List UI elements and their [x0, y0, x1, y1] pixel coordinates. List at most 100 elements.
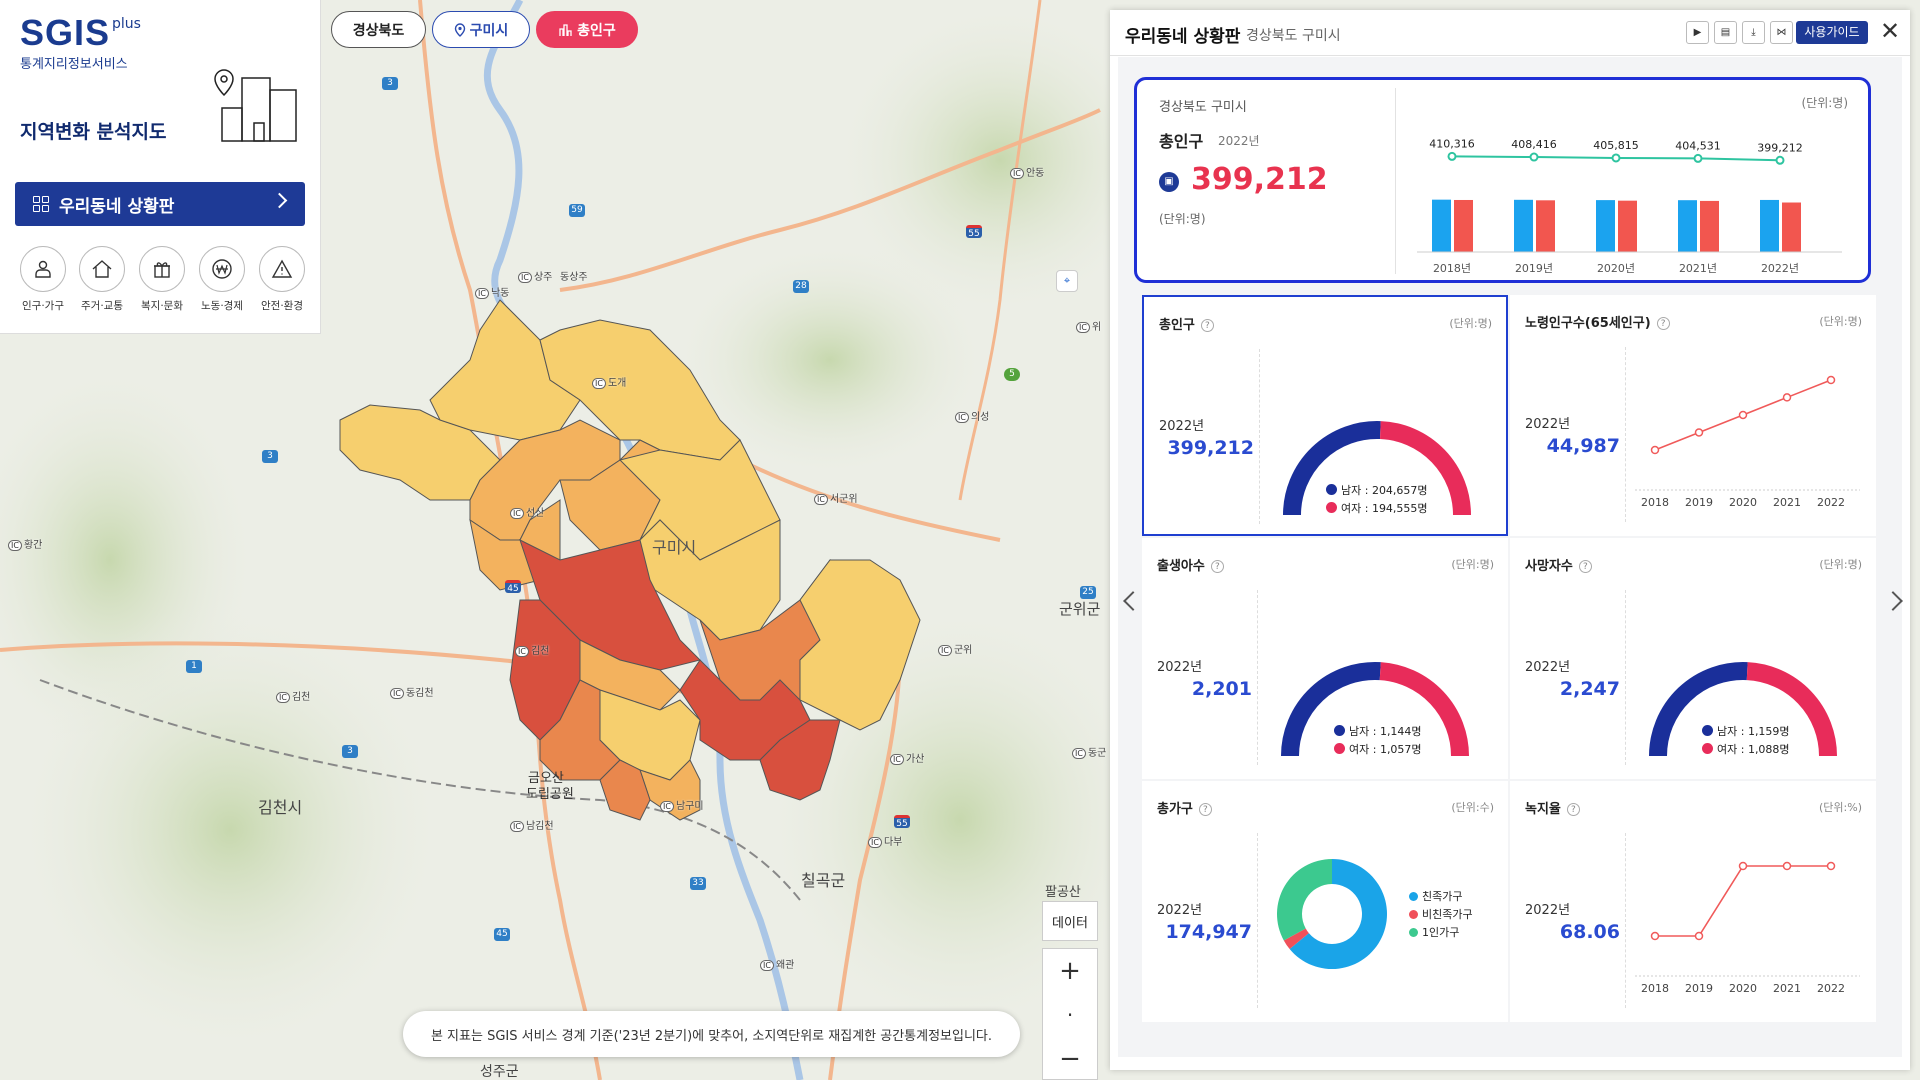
indicator-pill-label: 총인구: [577, 22, 616, 39]
card-deaths[interactable]: 사망자수? (단위:명) 2022년 2,247 남자 : 1,159명 여자 …: [1510, 538, 1876, 779]
indicator-pill[interactable]: 총인구: [536, 11, 638, 48]
population-icon: ▣: [1159, 172, 1179, 192]
logo-subtitle: 통계지리정보서비스: [20, 57, 128, 72]
ic-label: IC 가산: [890, 750, 924, 765]
map-label-geumo: 금오산: [528, 771, 564, 786]
card-value: 2,201: [1191, 678, 1252, 700]
sgis-logo[interactable]: SGIS: [20, 12, 111, 53]
warning-icon: [259, 246, 305, 292]
user-guide-button[interactable]: 사용가이드: [1796, 21, 1868, 44]
card-year: 2022년: [1525, 660, 1571, 675]
route-shield: 1: [186, 660, 202, 673]
report-button[interactable]: ▤: [1714, 21, 1737, 44]
x-tick-label: 2021: [1773, 982, 1801, 995]
summary-value: 399,212: [1191, 162, 1328, 197]
panel-header: 우리동네 상황판 경상북도 구미시 ▶ ▤ ⤓ ⋈ 사용가이드 ✕: [1110, 10, 1910, 56]
deaths-gauge-chart: [1649, 662, 1837, 757]
share-icon: ⋈: [1776, 27, 1787, 38]
route-shield: 5: [1004, 368, 1020, 381]
x-tick-label: 2020: [1729, 982, 1757, 995]
ic-label: IC 안동: [1010, 164, 1044, 179]
share-button[interactable]: ⋈: [1770, 21, 1793, 44]
house-icon: [79, 246, 125, 292]
x-tick-label: 2020: [1729, 496, 1757, 509]
line-point: [1775, 155, 1785, 165]
bar-mark: [1618, 200, 1637, 252]
help-icon[interactable]: ?: [1566, 803, 1580, 816]
card-elderly-population[interactable]: 노령인구수(65세인구)? (단위:명) 2022년 44,987 2018 20…: [1510, 295, 1876, 536]
data-button[interactable]: 데이터: [1042, 901, 1098, 941]
gauge-legend: 남자 : 1,144명 여자 : 1,057명: [1334, 723, 1422, 759]
line-point: [1529, 152, 1539, 162]
help-icon[interactable]: ?: [1578, 560, 1592, 573]
x-tick-label: 2019: [1685, 496, 1713, 509]
bar-mark: [1700, 200, 1719, 252]
panel-region: 경상북도 구미시: [1246, 28, 1341, 44]
category-housing[interactable]: 주거·교통: [72, 246, 132, 313]
close-icon[interactable]: ✕: [1880, 17, 1901, 45]
person-icon: [20, 246, 66, 292]
prev-arrow-icon[interactable]: [1123, 591, 1143, 611]
download-button[interactable]: ⤓: [1742, 21, 1765, 44]
won-icon: [199, 246, 245, 292]
gauge-legend: 남자 : 204,657명 여자 : 194,555명: [1326, 482, 1428, 518]
card-households[interactable]: 총가구? (단위:수) 2022년 174,947 친족가구 비친족가구 1인가…: [1142, 781, 1508, 1022]
city-pill[interactable]: 구미시: [432, 11, 530, 48]
map-label-seongju: 성주군: [480, 1064, 519, 1080]
zoom-in-button[interactable]: +: [1059, 956, 1081, 986]
ic-label: IC 의성: [955, 408, 989, 423]
help-icon[interactable]: ?: [1656, 317, 1670, 330]
card-year: 2022년: [1157, 660, 1203, 675]
dashboard-button[interactable]: 우리동네 상황판: [15, 182, 305, 226]
ic-label: IC 김천: [276, 688, 310, 703]
card-year: 2022년: [1159, 419, 1205, 434]
route-shield: 28: [793, 280, 809, 293]
route-shield: 59: [569, 204, 585, 217]
help-icon[interactable]: ?: [1210, 560, 1224, 573]
ic-label: IC 군위: [938, 641, 972, 656]
help-icon[interactable]: ?: [1198, 803, 1212, 816]
card-divider: [1625, 590, 1626, 765]
bar-chart-icon: [559, 23, 572, 36]
line-point: [1650, 445, 1660, 455]
play-button[interactable]: ▶: [1686, 21, 1709, 44]
help-icon[interactable]: ?: [1200, 319, 1214, 332]
zoom-out-button[interactable]: −: [1059, 1044, 1081, 1074]
category-safety[interactable]: 안전·환경: [252, 246, 312, 313]
line-point: [1650, 931, 1660, 941]
category-welfare[interactable]: 복지·문화: [132, 246, 192, 313]
card-green-ratio[interactable]: 녹지율? (단위:%) 2022년 68.06 2018 2019 2020 2021…: [1510, 781, 1876, 1022]
summary-card[interactable]: 경상북도 구미시 총인구 2022년 ▣ 399,212 (단위:명) (단위:…: [1134, 77, 1871, 283]
summary-bar-chart: 2018년 2019년 2020년 2021년 2022년 410,316 408,416 4…: [1417, 137, 1842, 275]
donut-slice: [1283, 928, 1309, 950]
logo-plus: plus: [112, 16, 141, 32]
card-value: 44,987: [1546, 435, 1620, 457]
summary-divider: [1395, 88, 1396, 274]
x-tick-label: 2020년: [1597, 262, 1635, 275]
card-divider: [1257, 833, 1258, 1008]
next-arrow-icon[interactable]: [1883, 591, 1903, 611]
route-shield: 3: [342, 745, 358, 758]
bar-mark: [1596, 200, 1615, 252]
bar-mark: [1678, 200, 1697, 252]
ic-label: IC 남구미: [660, 797, 704, 812]
left-panel: SGIS plus 통계지리정보서비스 지역변화 분석지도 우리동네 상황판 인…: [0, 0, 321, 334]
ic-label: IC 남김천: [510, 817, 554, 832]
category-population[interactable]: 인구·가구: [13, 246, 73, 313]
province-pill[interactable]: 경상북도: [331, 11, 426, 48]
card-total-population[interactable]: 총인구? (단위:명) 2022년 399,212 남자 : 204,657명 …: [1142, 295, 1508, 536]
summary-year: 2022년: [1218, 134, 1260, 148]
card-births[interactable]: 출생아수? (단위:명) 2022년 2,201 남자 : 1,144명 여자 …: [1142, 538, 1508, 779]
gender-gauge-chart: [1283, 421, 1471, 516]
x-tick-label: 2022: [1817, 496, 1845, 509]
route-shield: 55: [894, 815, 910, 829]
line-point: [1738, 861, 1748, 871]
category-labor[interactable]: 노동·경제: [192, 246, 252, 313]
line-point: [1738, 410, 1748, 420]
ic-label: IC 상주: [518, 268, 552, 283]
focus-target-icon[interactable]: ⌖: [1056, 270, 1078, 292]
card-unit: (단위:명): [1451, 558, 1494, 571]
x-tick-label: 2018: [1641, 982, 1669, 995]
card-unit: (단위:명): [1819, 315, 1862, 328]
map-label-palgong: 팔공산: [1045, 885, 1081, 900]
